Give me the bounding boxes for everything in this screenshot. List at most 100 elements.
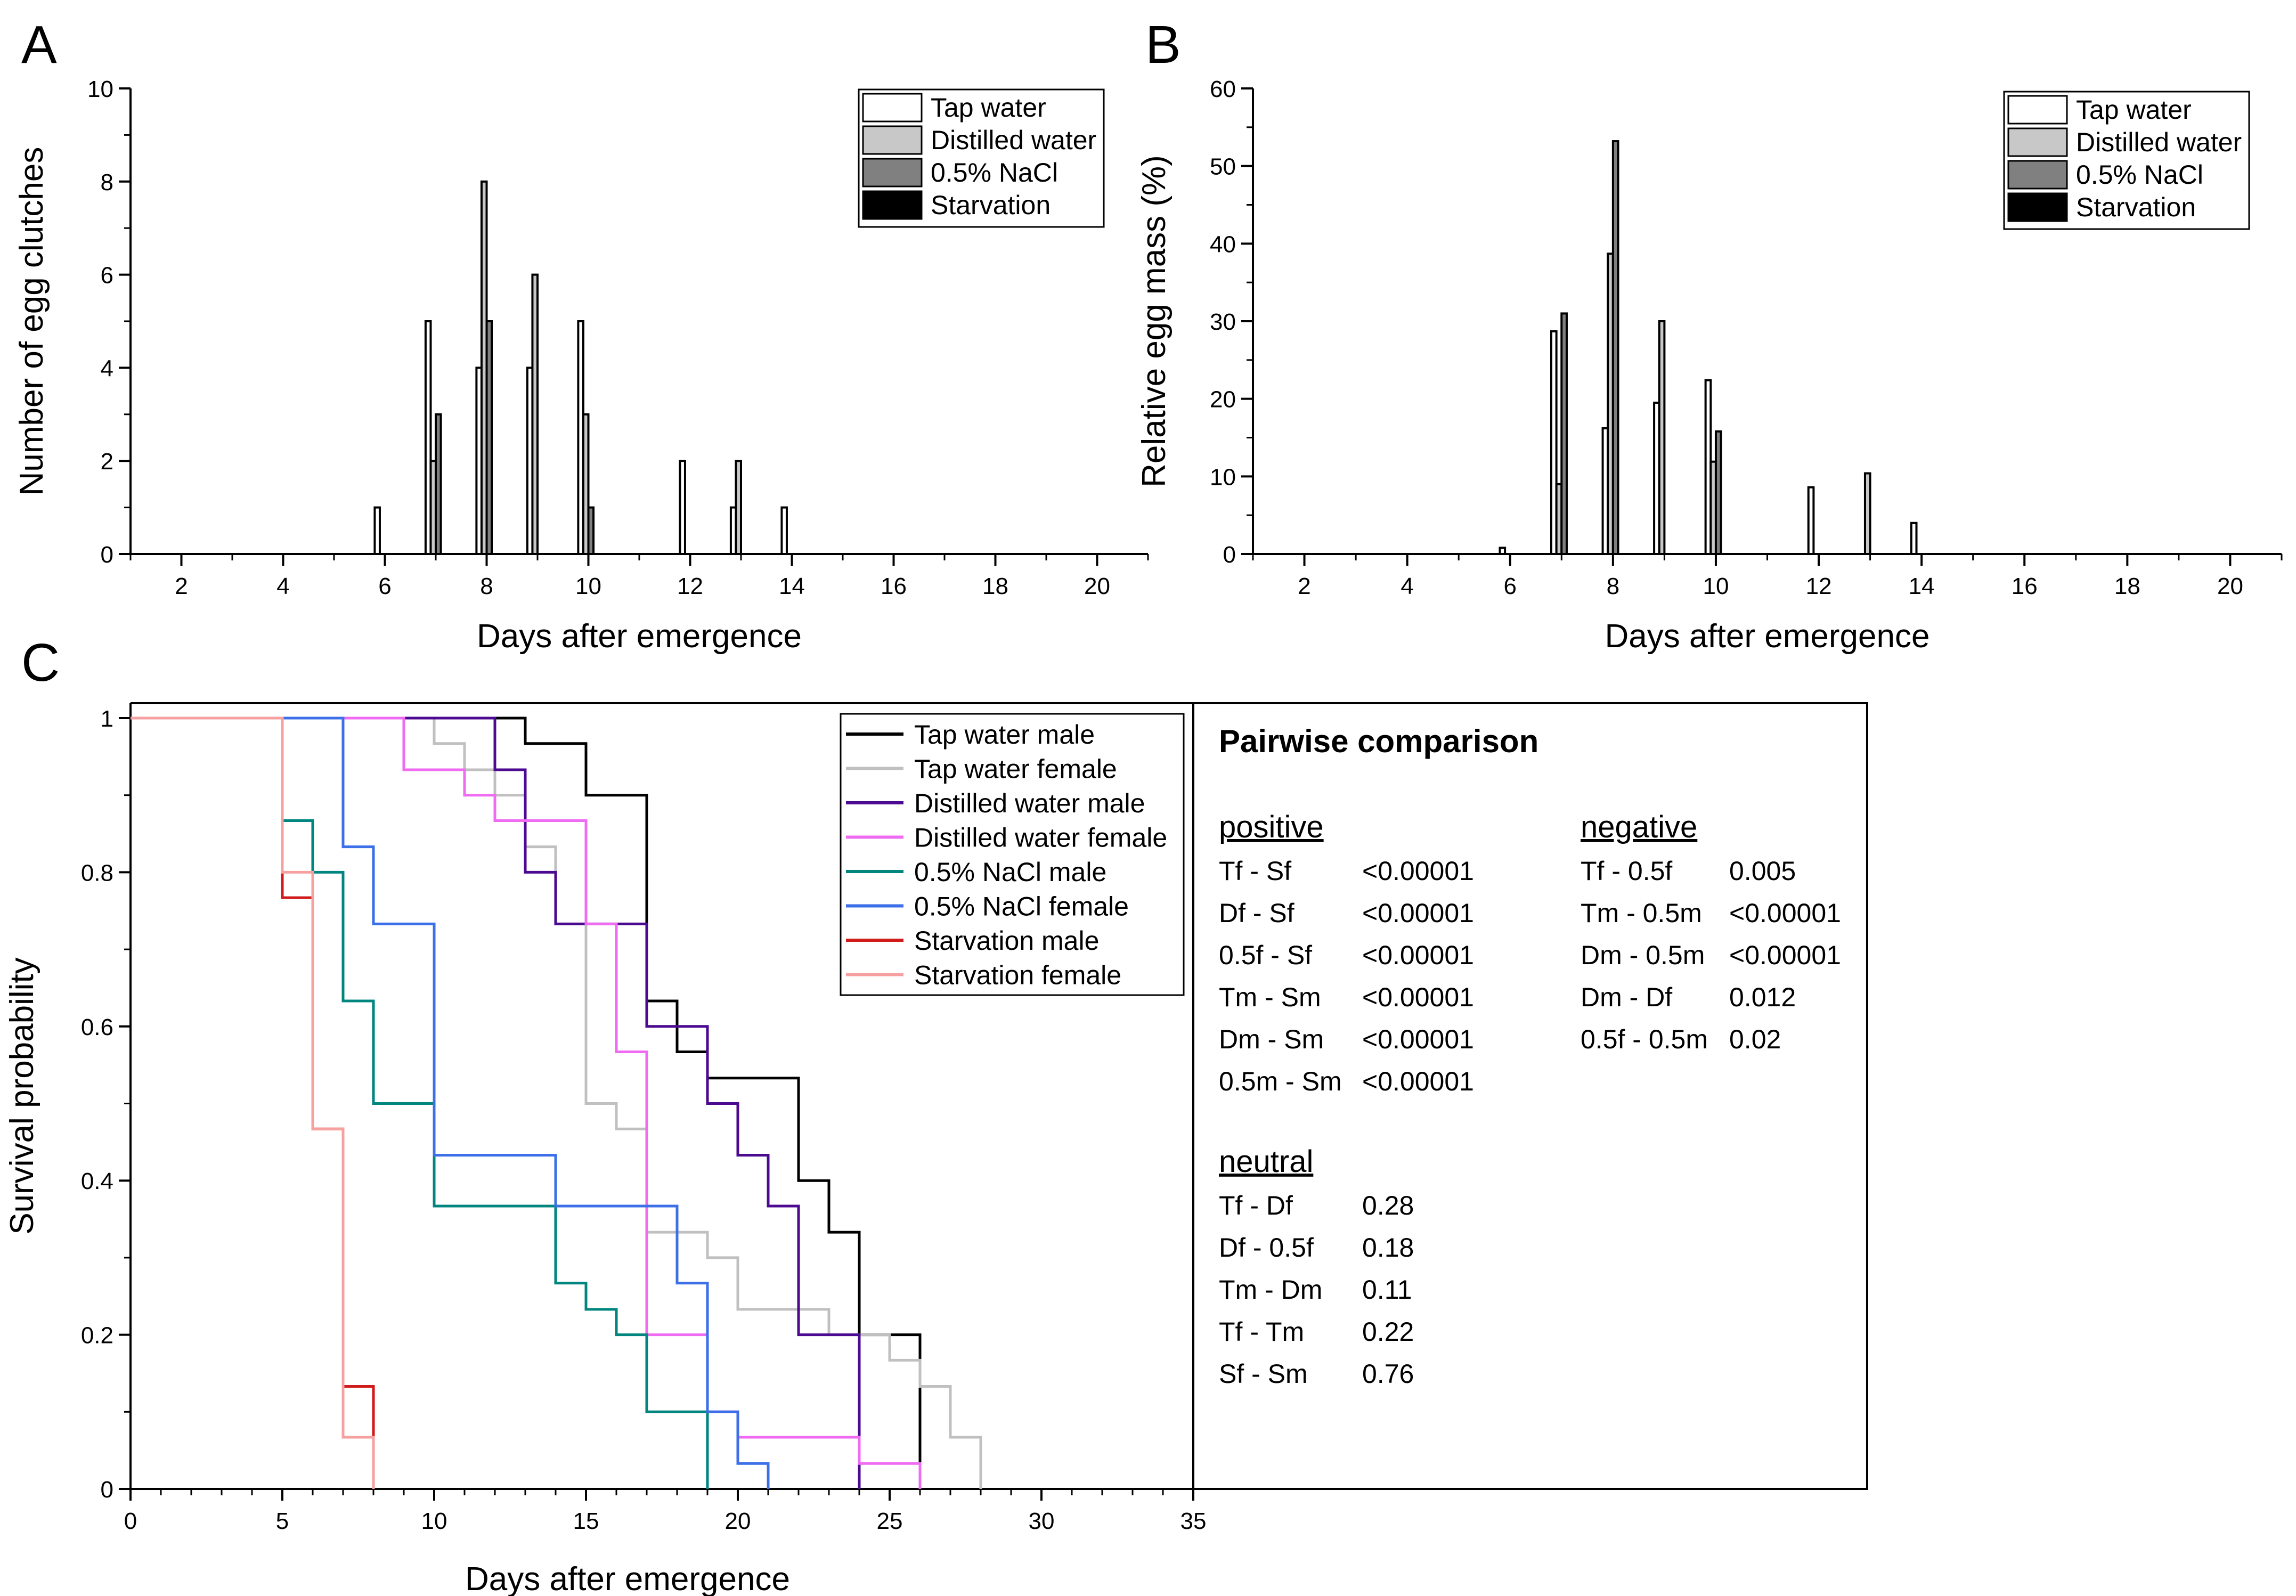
- chart-a-bar: [735, 460, 742, 556]
- chart-a-x-tick-label: 4: [276, 573, 289, 599]
- stats-negative-p-value: 0.02: [1729, 1024, 1781, 1054]
- stats-positive-p-value: <0.00001: [1362, 856, 1474, 886]
- stats-positive-pair: Df - Sf: [1219, 898, 1294, 928]
- chart-c-curve: [131, 716, 375, 1489]
- chart-b-y-tick-label: 50: [1210, 154, 1236, 180]
- chart-b-legend-label: 0.5% NaCl: [2076, 160, 2203, 190]
- chart-b-y-tick-label: 40: [1210, 231, 1236, 257]
- stats-neutral-pair: Tm - Dm: [1219, 1275, 1322, 1305]
- chart-a-egg-clutches: 2 4 6 8 10 12 14 16 18 20 0 2 4 6 8 10 Days after emerge…: [13, 76, 1149, 655]
- chart-b-x-tick-label: 4: [1401, 573, 1413, 599]
- chart-b-bar: [1560, 312, 1568, 556]
- chart-c-y-tick-label: 0.4: [81, 1168, 113, 1194]
- stats-neutral-pair: Df - 0.5f: [1219, 1233, 1314, 1263]
- chart-c-curve: [131, 716, 861, 1489]
- chart-b-y-axis-label: Relative egg mass (%): [1136, 155, 1173, 487]
- chart-c-y-tick-label: 0: [101, 1477, 113, 1503]
- chart-a-x-tick-label: 12: [677, 573, 703, 599]
- chart-c-curve: [131, 716, 709, 1489]
- chart-a-legend-label: 0.5% NaCl: [931, 158, 1058, 188]
- chart-c-legend-label: Tap water female: [914, 754, 1117, 784]
- chart-a-legend-swatch: [862, 125, 923, 155]
- chart-a-x-tick-label: 2: [175, 573, 188, 599]
- stats-neutral-pair: Tf - Df: [1219, 1191, 1293, 1220]
- stats-positive-pair: 0.5m - Sm: [1219, 1066, 1342, 1096]
- stats-positive-p-value: <0.00001: [1362, 1066, 1474, 1096]
- chart-c-y-tick-label: 0.2: [81, 1323, 113, 1349]
- chart-a-bar: [780, 506, 788, 555]
- stats-positive-heading: positive: [1219, 810, 1324, 844]
- chart-a-x-tick-label: 6: [378, 573, 391, 599]
- chart-b-x-tick-label: 12: [1806, 573, 1832, 599]
- stats-positive-p-value: <0.00001: [1362, 982, 1474, 1012]
- chart-c-x-tick-label: 0: [124, 1508, 137, 1534]
- chart-b-y-tick-label: 0: [1223, 542, 1236, 568]
- chart-a-x-axis-label: Days after emergence: [477, 618, 802, 655]
- chart-b-x-tick-label: 10: [1703, 573, 1729, 599]
- panel-label-a: A: [21, 15, 57, 75]
- chart-c-legend-label: Starvation male: [914, 926, 1099, 956]
- stats-positive-p-value: <0.00001: [1362, 898, 1474, 928]
- chart-a-legend-label: Starvation: [931, 190, 1051, 220]
- chart-b-bar: [1807, 486, 1815, 556]
- chart-a-x-tick-label: 18: [982, 573, 1008, 599]
- chart-a-bar: [424, 320, 432, 555]
- chart-b-x-tick-label: 20: [2217, 573, 2243, 599]
- chart-a-y-tick-label: 10: [87, 76, 113, 102]
- chart-c-x-tick-label: 5: [276, 1508, 289, 1534]
- chart-a-legend-swatch: [862, 93, 923, 123]
- chart-b-bar: [1910, 522, 1918, 556]
- chart-b-bar: [1714, 430, 1722, 556]
- chart-b-x-tick-label: 16: [2012, 573, 2038, 599]
- chart-a-bar: [485, 320, 493, 555]
- chart-c-x-tick-label: 35: [1180, 1508, 1207, 1534]
- chart-c-y-tick-label: 1: [101, 706, 113, 732]
- chart-b-x-tick-label: 18: [2114, 573, 2140, 599]
- chart-a-legend-label: Distilled water: [931, 125, 1096, 155]
- stats-neutral-pair: Sf - Sm: [1219, 1359, 1308, 1389]
- chart-b-x-tick-label: 6: [1504, 573, 1517, 599]
- chart-a-y-tick-label: 8: [101, 169, 113, 196]
- stats-frame: [1192, 702, 1868, 1490]
- chart-b-y-tick-label: 30: [1210, 309, 1236, 335]
- stats-neutral-pair: Tf - Tm: [1219, 1317, 1304, 1347]
- chart-b-legend-swatch: [2007, 192, 2068, 222]
- chart-c-y-tick-label: 0.6: [81, 1014, 113, 1040]
- stats-negative-p-value: <0.00001: [1729, 940, 1841, 970]
- stats-negative-p-value: 0.005: [1729, 856, 1796, 886]
- stats-title: Pairwise comparison: [1219, 723, 1538, 759]
- chart-c-curve: [131, 716, 375, 1489]
- chart-a-y-tick-label: 4: [101, 355, 113, 381]
- chart-b-x-tick-label: 14: [1909, 573, 1935, 599]
- pairwise-comparison-box: Pairwise comparison positive negative ne…: [1192, 702, 1868, 1490]
- chart-a-y-tick-label: 2: [101, 449, 113, 475]
- chart-c-y-axis-label: Survival probability: [4, 957, 40, 1234]
- stats-neutral-p-value: 0.22: [1362, 1317, 1414, 1347]
- chart-a-y-tick-label: 0: [101, 542, 113, 568]
- chart-a-legend-label: Tap water: [931, 93, 1046, 123]
- stats-neutral-p-value: 0.76: [1362, 1359, 1414, 1389]
- stats-negative-p-value: 0.012: [1729, 982, 1796, 1012]
- stats-positive-pair: Dm - Sm: [1219, 1024, 1324, 1054]
- chart-a-x-tick-label: 20: [1084, 573, 1110, 599]
- stats-neutral-p-value: 0.28: [1362, 1191, 1414, 1220]
- chart-c-survival: 0 5 10 15 20 25 30 35 0 0.2 0.4 0.6 0.8 1 Days after e…: [4, 702, 1207, 1596]
- stats-positive-pair: Tm - Sm: [1219, 982, 1321, 1012]
- stats-negative-p-value: <0.00001: [1729, 898, 1841, 928]
- stats-negative-pair: 0.5f - 0.5m: [1581, 1024, 1708, 1054]
- chart-a-x-tick-label: 10: [575, 573, 601, 599]
- chart-a-bar: [587, 506, 595, 555]
- stats-neutral-p-value: 0.18: [1362, 1233, 1414, 1263]
- chart-b-y-tick-label: 10: [1210, 464, 1236, 490]
- chart-b-bar: [1863, 472, 1871, 555]
- chart-b-x-tick-label: 2: [1298, 573, 1310, 599]
- chart-b-bar: [1611, 140, 1619, 555]
- chart-b-legend-label: Starvation: [2076, 192, 2196, 222]
- stats-neutral-p-value: 0.11: [1362, 1275, 1412, 1305]
- stats-positive-pair: Tf - Sf: [1219, 856, 1291, 886]
- chart-a-y-axis-label: Number of egg clutches: [13, 147, 50, 496]
- chart-a-bar: [435, 413, 442, 555]
